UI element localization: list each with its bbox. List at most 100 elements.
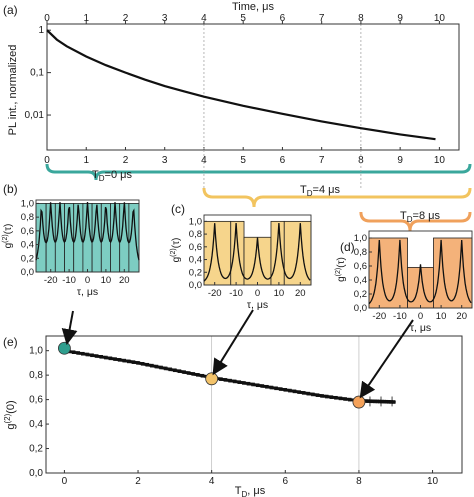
inset-ytick-label: 0,4 <box>354 275 367 286</box>
panel-e-marker <box>334 395 338 400</box>
highlight-point <box>352 395 366 409</box>
bracket-td4-label: TD=4 μs <box>300 184 340 198</box>
inset-ytick-label: 0,8 <box>354 247 367 258</box>
histogram-bar <box>230 220 245 286</box>
panel-a-bottom-tick-label: 10 <box>434 155 446 166</box>
panel-label-e: (e) <box>3 335 18 349</box>
panel-e-marker <box>104 355 108 360</box>
panel-a-bottom-tick-label: 6 <box>280 155 286 166</box>
panel-a-top-tick-label: 7 <box>319 13 325 24</box>
panel-e-marker <box>315 393 320 397</box>
panel-e-marker <box>108 356 113 361</box>
time-window-brackets: TD=0 μs TD=4 μs TD=8 μs <box>45 150 472 232</box>
panel-e-marker <box>320 394 324 398</box>
panel-e-ytick-label: 0,8 <box>29 370 43 381</box>
panel-e-marker <box>200 373 205 378</box>
inset-xlabel: τ, μs <box>77 286 98 298</box>
pointer-arrow <box>212 309 254 376</box>
panel-e-marker <box>274 386 278 391</box>
correlation-curve <box>203 223 311 282</box>
panel-a-frame <box>46 23 460 151</box>
panel-e-marker <box>113 357 117 361</box>
panel-a-top-tick-label: 2 <box>123 13 129 24</box>
panel-e-marker <box>168 367 173 372</box>
panel-e-marker <box>131 360 136 364</box>
panel-a-top-xlabel: Time, μs <box>232 1 274 13</box>
panel-e-marker <box>94 354 99 358</box>
panel-e-marker <box>191 372 196 376</box>
panel-e-ytick-label: 0,2 <box>29 444 43 455</box>
inset-xtick-label: 20 <box>456 311 467 322</box>
panel-e-xtick-label: 4 <box>209 476 215 487</box>
panel-a-bottom-tick-label: 9 <box>397 155 403 166</box>
panel-e-marker <box>90 353 94 358</box>
panel-c-inset: -20 -10 0 10 20 0,0 0,20,4 0,6 0,8 1,0 τ, μs g(2)(τ… <box>170 214 312 311</box>
panel-e-marker <box>163 366 168 371</box>
inset-ytick-label: 0,0 <box>21 267 34 278</box>
inset-xtick-label: 20 <box>295 288 306 299</box>
panel-e-plot: g(2)(0) TD, μs 0 2 4 6 8 10 0,0 0,2 0,4 0,6 0,8 1,… <box>3 309 463 497</box>
panel-e-xtick-label: 0 <box>62 476 68 487</box>
panel-e-marker <box>127 359 131 364</box>
inset-ytick-label: 0,2 <box>189 267 202 278</box>
panel-d-inset: -20 -10 0 10 20 0,0 0,2 0,4 0,6 0,8 1,0 τ, μs g(2)(τ… <box>335 230 473 334</box>
inset-xtick-label: 0 <box>85 275 90 286</box>
inset-ylabel: g(2)(τ) <box>2 224 14 249</box>
panel-e-marker <box>297 390 301 394</box>
inset-ylabel: g(2)(τ) <box>335 257 347 282</box>
panel-a-bottom-tick-label: 1 <box>83 155 89 166</box>
inset-xtick-label: 10 <box>436 311 447 322</box>
highlight-point <box>58 341 71 355</box>
panel-e-frame <box>45 335 463 474</box>
panel-e-ytick-label: 0,4 <box>29 419 43 430</box>
inset-xtick-label: 10 <box>274 288 285 299</box>
panel-a-bottom-tick-label: 0 <box>44 155 50 166</box>
panel-e-marker <box>150 363 154 368</box>
inset-xtick-label: -10 <box>229 288 243 299</box>
panel-a-top-tick-label: 10 <box>434 13 446 24</box>
highlight-point <box>205 372 219 386</box>
panel-e-xtick-label: 8 <box>356 476 362 487</box>
panel-e-marker <box>255 383 260 388</box>
panel-label-b: (b) <box>3 182 18 196</box>
panel-e-marker <box>122 358 127 363</box>
inset-ytick-label: 0,4 <box>189 255 202 266</box>
panel-e-marker <box>140 362 145 366</box>
inset-ytick-label: 0,8 <box>189 229 202 240</box>
panel-e-marker <box>159 365 163 370</box>
panel-e-ytick-label: 1,0 <box>29 346 43 357</box>
panel-e-marker <box>265 384 269 389</box>
inset-ytick-label: 0,8 <box>21 212 34 223</box>
panel-e-marker <box>246 381 251 386</box>
panel-label-c: (c) <box>171 202 185 216</box>
panel-e-marker <box>343 397 347 401</box>
panel-e-marker <box>186 371 191 375</box>
panel-e-marker <box>292 389 297 394</box>
panel-e-ylabel: g(2)(0) <box>3 400 17 429</box>
panel-a-top-tick-label: 0 <box>44 13 50 24</box>
panel-e-marker <box>283 388 288 392</box>
panel-e-xtick-label: 2 <box>135 476 141 487</box>
panel-e-marker <box>347 397 352 402</box>
panel-e-xtick-label: 10 <box>427 476 439 487</box>
panel-e-marker <box>269 385 274 390</box>
bracket-td0 <box>45 163 472 181</box>
panel-b-inset: -20 -10 0 10 20 0,0 0,2 0,4 0,6 0,8 1,0 τ, μs g(2)(τ… <box>2 198 140 298</box>
panel-e-marker <box>389 400 393 404</box>
panel-e-marker <box>173 368 177 373</box>
panel-e-marker <box>384 399 389 404</box>
panel-e-marker <box>85 352 90 357</box>
panel-e-marker <box>251 382 255 387</box>
panel-e-marker <box>71 350 76 355</box>
inset-ytick-label: 0,0 <box>354 303 367 314</box>
panel-e-marker <box>219 377 223 381</box>
inset-xtick-label: -20 <box>208 288 222 299</box>
panel-e-ytick-label: 0,6 <box>29 395 43 406</box>
panel-a-top-tick-label: 3 <box>162 13 168 24</box>
inset-ytick-label: 0,6 <box>354 261 367 272</box>
panel-e-marker <box>329 395 334 399</box>
inset-xtick-label: -20 <box>372 311 386 322</box>
inset-ytick-label: 0,4 <box>21 240 34 251</box>
